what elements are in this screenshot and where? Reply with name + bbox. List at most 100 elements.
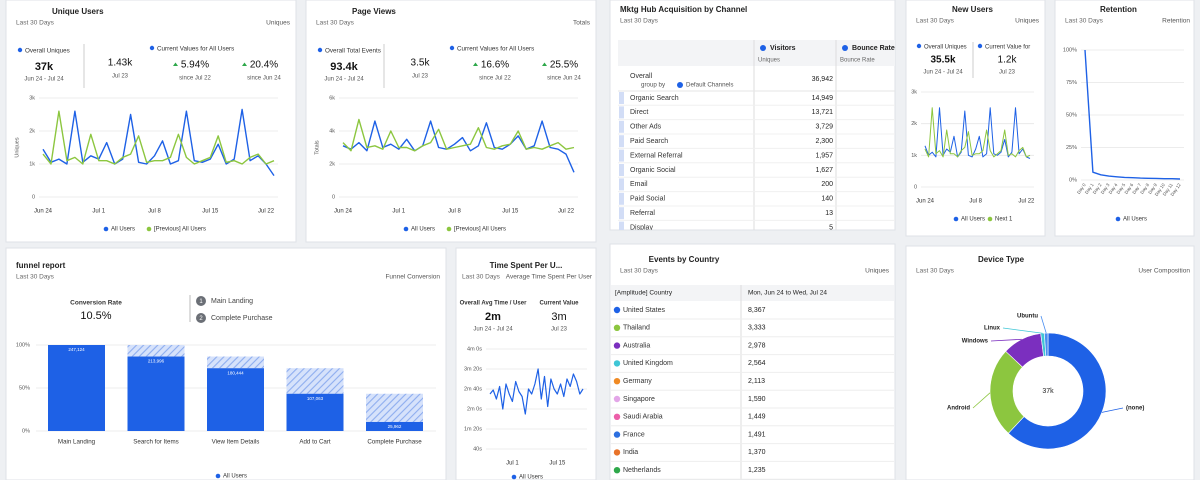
label: 2,564 — [748, 360, 766, 367]
legend-label: All Users — [411, 227, 435, 233]
series-line — [342, 120, 575, 173]
legend-dot — [953, 216, 959, 222]
label: 1,590 — [748, 396, 766, 403]
x-tick-label: Jul 15 — [202, 209, 219, 215]
legend-label: All Users — [519, 475, 543, 480]
x-tick-label: Day 2 — [1092, 182, 1103, 195]
label: Current Value for — [985, 45, 1030, 51]
label: 5 — [829, 224, 833, 231]
stat-value: 1.43k — [108, 58, 133, 69]
y-tick-label: 6k — [329, 95, 335, 101]
card — [905, 0, 1046, 237]
row-marker — [619, 92, 624, 104]
y-tick-label: 0 — [332, 194, 335, 200]
slice-label: Android — [947, 406, 970, 412]
y-tick-label: 2k — [911, 121, 917, 127]
label: since Jun 24 — [247, 76, 281, 82]
metric-label: Funnel Conversion — [385, 274, 440, 281]
row-marker — [619, 221, 624, 230]
bar-label: 107,063 — [307, 396, 324, 401]
slice-label: Ubuntu — [1017, 314, 1038, 320]
label: Referral — [630, 210, 655, 217]
country-dot — [613, 413, 621, 420]
label: Mon, Jun 24 to Wed, Jul 24 — [748, 290, 827, 297]
legend-label: Next 1 — [995, 217, 1013, 223]
card-subtitle: Last 30 Days — [16, 20, 55, 27]
card-title: Events by Country — [649, 255, 720, 264]
row-marker — [619, 120, 624, 133]
x-tick-label: Jul 22 — [1018, 199, 1035, 205]
label: 3,333 — [748, 325, 766, 332]
label: Jun 24 - Jul 24 — [24, 77, 64, 83]
leader-line — [1002, 327, 1043, 334]
card-title: Unique Users — [52, 7, 104, 16]
label: Jul 23 — [412, 74, 429, 80]
label: Thailand — [623, 325, 650, 332]
y-tick-label: 2m 40s — [464, 386, 482, 392]
legend-dot — [103, 226, 109, 232]
up-arrow — [173, 62, 178, 66]
card-title: Device Type — [978, 255, 1025, 264]
country-dot — [613, 431, 621, 438]
label: Singapore — [623, 396, 655, 403]
x-tick-label: Jul 1 — [92, 209, 105, 215]
leader-line — [972, 392, 991, 409]
label: United Kingdom — [623, 360, 673, 367]
series-line — [1084, 49, 1181, 180]
x-tick-label: Jul 1 — [506, 461, 519, 467]
card-subtitle: Last 30 Days — [16, 274, 55, 281]
y-tick-label: 3k — [911, 89, 917, 95]
label: 2,300 — [815, 138, 833, 145]
label: 1 — [199, 299, 203, 305]
row-marker — [619, 207, 624, 220]
card — [455, 247, 597, 480]
label: Jul 23 — [999, 70, 1016, 76]
label: 13,721 — [812, 109, 834, 116]
metric-label: User Composition — [1138, 268, 1190, 275]
series-line — [924, 107, 1031, 159]
label: since Jul 22 — [479, 76, 511, 82]
y-tick-label: 0% — [22, 428, 30, 434]
country-dot — [613, 342, 621, 349]
previous-step-bar — [207, 356, 264, 369]
label: India — [623, 449, 638, 456]
label: 36,942 — [812, 76, 834, 83]
y-axis-label: Uniques — [14, 137, 20, 157]
label: Bounce Rate — [852, 45, 895, 52]
card — [5, 0, 297, 243]
label: 3,729 — [815, 124, 833, 131]
label: Visitors — [770, 45, 796, 52]
row-marker — [619, 192, 624, 205]
label: Current Values for All Users — [457, 46, 534, 53]
label: Jun 24 - Jul 24 — [324, 77, 364, 83]
label: Jul 23 — [551, 327, 568, 333]
x-tick-label: Jun 24 — [34, 209, 53, 215]
label: Main Landing — [211, 298, 253, 305]
slice-label: (none) — [1126, 406, 1144, 412]
row-marker — [619, 106, 624, 119]
x-tick-label: Jul 22 — [258, 209, 275, 215]
legend-dot — [17, 47, 23, 53]
label: Complete Purchase — [211, 315, 273, 322]
x-tick-label: Day 0 — [1076, 182, 1087, 195]
card-title: Page Views — [352, 7, 396, 16]
previous-step-bar — [366, 393, 423, 422]
bar — [366, 421, 423, 431]
label: since Jun 24 — [547, 76, 581, 82]
card-title: Mktg Hub Acquisition by Channel — [620, 5, 747, 14]
y-tick-label: 1k — [29, 161, 35, 167]
label: Jun 24 - Jul 24 — [473, 327, 513, 333]
y-tick-label: 3k — [29, 95, 35, 101]
slice-label: Linux — [984, 326, 1001, 332]
y-tick-label: 4k — [329, 128, 335, 134]
card-subtitle: Last 30 Days — [620, 268, 659, 275]
y-tick-label: 2k — [29, 128, 35, 134]
leader-line — [1101, 407, 1124, 413]
metric-label: Uniques — [266, 20, 291, 27]
label: 1,957 — [815, 152, 833, 159]
country-dot — [613, 306, 621, 314]
x-tick-label: Main Landing — [58, 439, 96, 446]
label: Default Channels — [686, 82, 733, 89]
legend-dot — [1115, 216, 1121, 222]
label: Jul 23 — [112, 74, 129, 80]
